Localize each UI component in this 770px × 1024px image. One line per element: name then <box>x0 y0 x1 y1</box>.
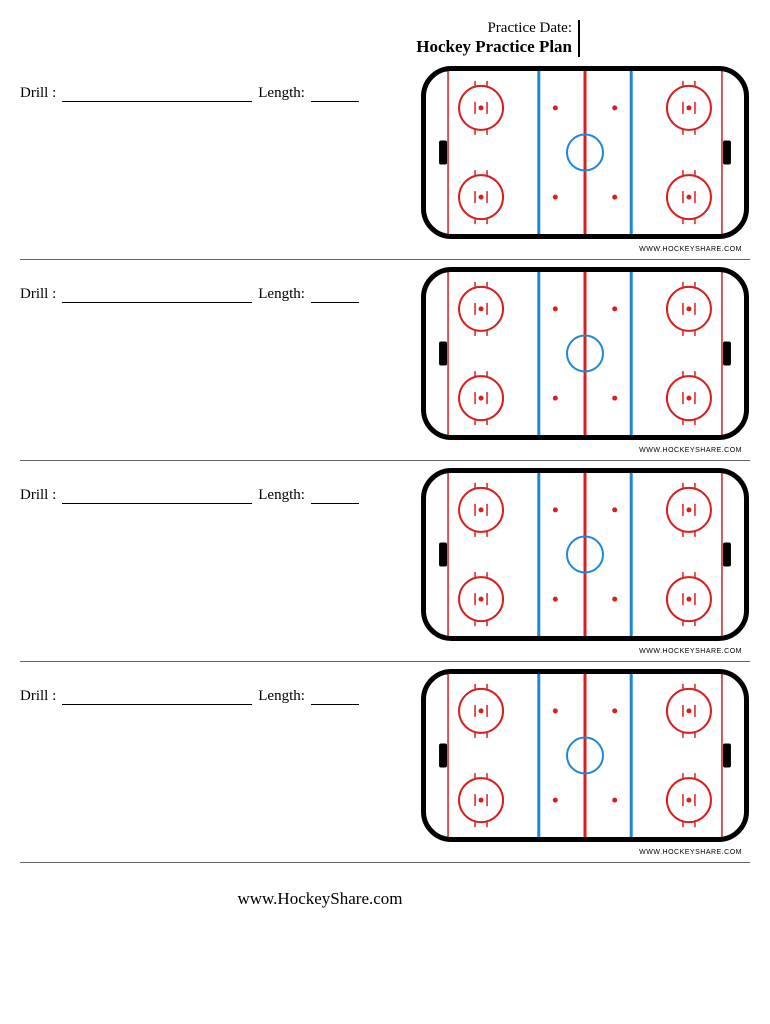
length-input[interactable] <box>311 286 359 303</box>
length-input[interactable] <box>311 688 359 705</box>
practice-date-label: Practice Date: <box>416 20 572 37</box>
footer-url: www.HockeyShare.com <box>20 869 750 909</box>
length-label: Length: <box>258 286 305 303</box>
header: Practice Date: Hockey Practice Plan <box>20 20 750 57</box>
drill-fields: Drill : Length: <box>20 65 415 102</box>
rink-credit: WWW.HOCKEYSHARE.COM <box>639 246 750 253</box>
rink-credit: WWW.HOCKEYSHARE.COM <box>639 849 750 856</box>
plan-title: Hockey Practice Plan <box>416 37 572 57</box>
drills-container: Drill : Length: WWW.HOCKEYSHARE.COM Dril… <box>20 65 750 863</box>
drill-name-input[interactable] <box>62 85 252 102</box>
rink-column: WWW.HOCKEYSHARE.COM <box>415 65 750 253</box>
drill-label: Drill : <box>20 487 56 504</box>
rink-column: WWW.HOCKEYSHARE.COM <box>415 266 750 454</box>
drill-row: Drill : Length: WWW.HOCKEYSHARE.COM <box>20 266 750 461</box>
length-label: Length: <box>258 688 305 705</box>
drill-fields: Drill : Length: <box>20 467 415 504</box>
drill-row: Drill : Length: WWW.HOCKEYSHARE.COM <box>20 467 750 662</box>
length-input[interactable] <box>311 85 359 102</box>
rink-diagram <box>420 266 750 446</box>
practice-plan-page: Practice Date: Hockey Practice Plan Dril… <box>0 0 770 919</box>
drill-label: Drill : <box>20 286 56 303</box>
drill-name-input[interactable] <box>62 286 252 303</box>
drill-label: Drill : <box>20 85 56 102</box>
rink-credit: WWW.HOCKEYSHARE.COM <box>639 648 750 655</box>
drill-row: Drill : Length: WWW.HOCKEYSHARE.COM <box>20 65 750 260</box>
drill-label: Drill : <box>20 688 56 705</box>
rink-column: WWW.HOCKEYSHARE.COM <box>415 668 750 856</box>
drill-name-input[interactable] <box>62 487 252 504</box>
length-label: Length: <box>258 487 305 504</box>
drill-fields: Drill : Length: <box>20 266 415 303</box>
rink-column: WWW.HOCKEYSHARE.COM <box>415 467 750 655</box>
length-input[interactable] <box>311 487 359 504</box>
rink-diagram <box>420 65 750 245</box>
rink-diagram <box>420 668 750 848</box>
rink-diagram <box>420 467 750 647</box>
drill-fields: Drill : Length: <box>20 668 415 705</box>
drill-name-input[interactable] <box>62 688 252 705</box>
length-label: Length: <box>258 85 305 102</box>
header-inner: Practice Date: Hockey Practice Plan <box>416 20 580 57</box>
rink-credit: WWW.HOCKEYSHARE.COM <box>639 447 750 454</box>
drill-row: Drill : Length: WWW.HOCKEYSHARE.COM <box>20 668 750 863</box>
